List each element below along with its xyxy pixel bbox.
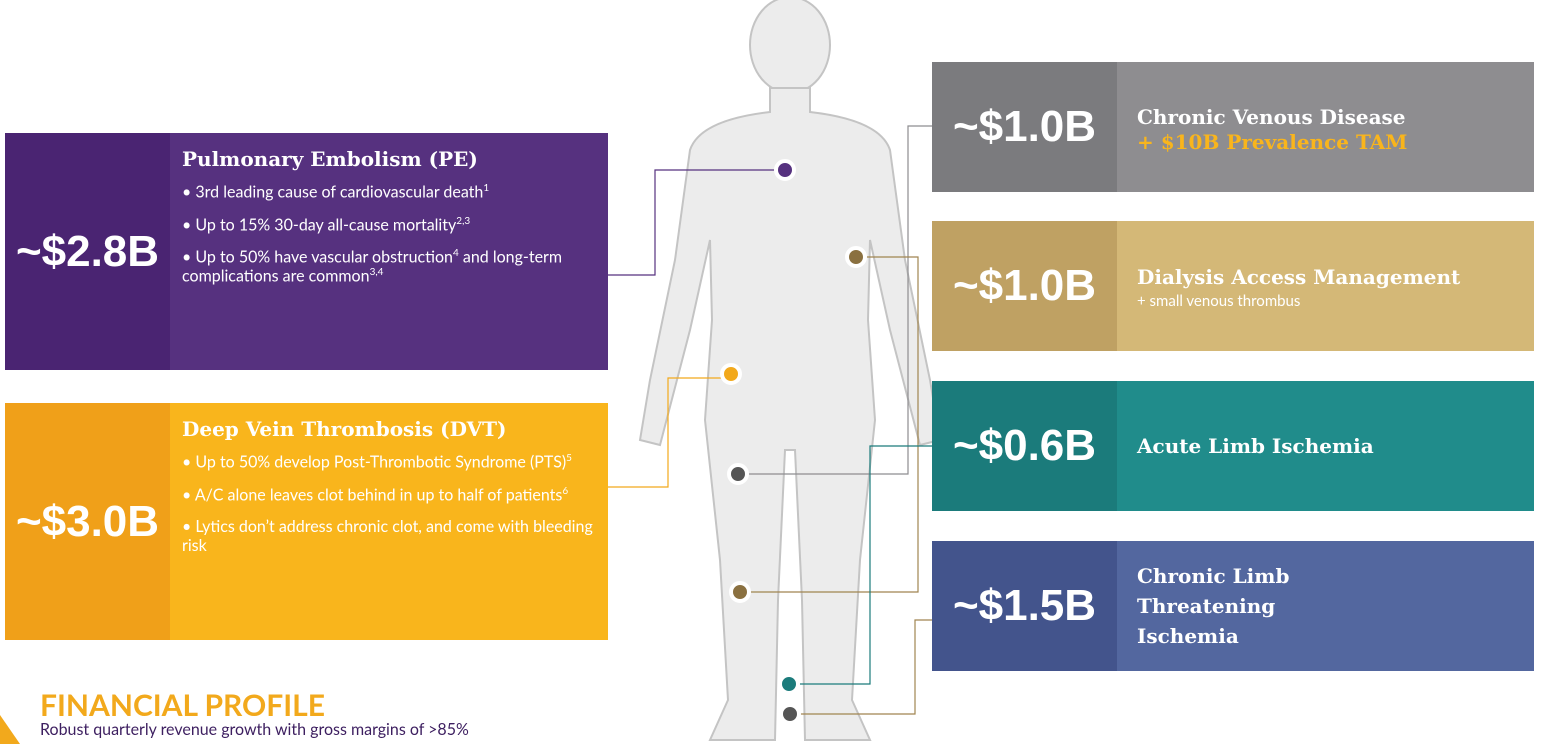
panel: ~$2.8B Pulmonary Embolism (PE) • 3rd leadi…: [5, 133, 608, 370]
panel-value: ~$1.0B: [932, 62, 1117, 192]
panel-body: Chronic Venous Disease+ $10B Prevalence …: [1117, 62, 1534, 192]
page: ~$2.8B Pulmonary Embolism (PE) • 3rd leadi…: [0, 0, 1541, 744]
panel-title: Acute Limb Ischemia: [1137, 431, 1534, 461]
bullet: • 3rd leading cause of cardiovascular de…: [182, 183, 596, 202]
superscript: 6: [562, 485, 568, 497]
bullet: • Up to 50% have vascular obstruction4 a…: [182, 248, 596, 285]
panel-title: Chronic Limb Threatening Ischemia: [1137, 561, 1337, 651]
panel-body: Chronic Limb Threatening Ischemia: [1117, 541, 1534, 671]
panel-subtitle: + $10B Prevalence TAM: [1137, 132, 1534, 152]
panel: ~$0.6B Acute Limb Ischemia: [932, 381, 1534, 511]
bullet-text: • Up to 50% have vascular obstruction: [182, 248, 453, 267]
panel-title: Chronic Venous Disease: [1137, 102, 1534, 132]
bullet-text: • Up to 15% 30-day all-cause mortality: [182, 215, 456, 234]
footer: FINANCIAL PROFILE Robust quarterly reven…: [40, 690, 469, 739]
superscript: 1: [483, 182, 489, 194]
panel-body: Acute Limb Ischemia: [1117, 381, 1534, 511]
bullet-text: • A/C alone leaves clot behind in up to …: [182, 485, 562, 504]
superscript: 2,3: [456, 215, 470, 227]
bullet: • Lytics don’t address chronic clot, and…: [182, 518, 596, 555]
panel-value: ~$1.5B: [932, 541, 1117, 671]
bullet-text: • 3rd leading cause of cardiovascular de…: [182, 182, 483, 201]
panel-title: Deep Vein Thrombosis (DVT): [182, 417, 596, 441]
corner-accent: [0, 715, 20, 744]
panel-title: Pulmonary Embolism (PE): [182, 147, 596, 171]
panel-value: ~$2.8B: [5, 133, 170, 370]
panel-body: Dialysis Access Management+ small venous…: [1117, 221, 1534, 351]
panel-subtitle: + small venous thrombus: [1137, 292, 1534, 310]
panel-value: ~$0.6B: [932, 381, 1117, 511]
panel-value: ~$1.0B: [932, 221, 1117, 351]
bullet: • A/C alone leaves clot behind in up to …: [182, 486, 596, 505]
panel: ~$3.0B Deep Vein Thrombosis (DVT) • Up to …: [5, 403, 608, 640]
bullet: • Up to 50% develop Post-Thrombotic Synd…: [182, 453, 596, 472]
panel-body: Deep Vein Thrombosis (DVT) • Up to 50% de…: [170, 403, 608, 640]
body-silhouette: [640, 0, 940, 740]
panel-title: Dialysis Access Management: [1137, 262, 1534, 292]
superscript: 3,4: [370, 266, 384, 278]
panel-value: ~$3.0B: [5, 403, 170, 640]
bullet-text: • Up to 50% develop Post-Thrombotic Synd…: [182, 452, 566, 471]
footer-text: Robust quarterly revenue growth with gro…: [40, 720, 469, 739]
bullet: • Up to 15% 30-day all-cause mortality2,…: [182, 216, 596, 235]
footer-title: FINANCIAL PROFILE: [40, 690, 469, 720]
superscript: 5: [566, 452, 572, 464]
panel-body: Pulmonary Embolism (PE) • 3rd leading cau…: [170, 133, 608, 370]
bullet-text: • Lytics don’t address chronic clot, and…: [182, 517, 593, 554]
